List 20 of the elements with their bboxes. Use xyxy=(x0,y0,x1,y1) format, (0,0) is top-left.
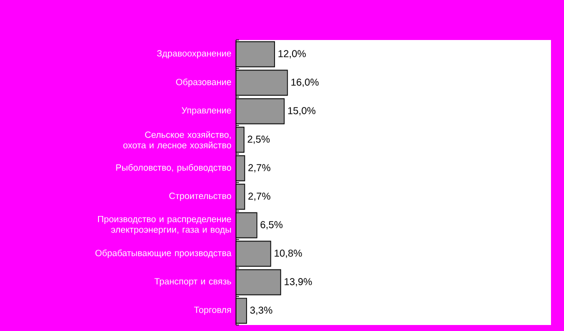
y-tick-label: Управление xyxy=(182,107,232,116)
y-tick-label: Рыболовство, рыбоводство xyxy=(116,164,232,172)
data-label: 15,0% xyxy=(288,107,316,116)
data-label: 13,9% xyxy=(284,278,312,286)
y-tick-label: Сельское хозяйство, охота и лесное хозяйство xyxy=(123,131,232,148)
y-tick-label: Обрабатывающие производства xyxy=(95,250,232,258)
data-label: 16,0% xyxy=(291,78,319,87)
y-tick-label: Образование xyxy=(176,78,232,87)
data-label: 12,0% xyxy=(278,50,306,58)
data-label: 3,3% xyxy=(250,306,272,315)
data-label: 6,5% xyxy=(260,221,283,230)
y-tick-label: Транспорт и связь xyxy=(154,278,232,286)
data-label: 10,8% xyxy=(274,250,302,258)
y-tick-label: Здравоохранение xyxy=(157,50,232,58)
data-label: 2,7% xyxy=(248,192,270,201)
data-label: 2,7% xyxy=(248,164,270,172)
data-label: 2,5% xyxy=(248,136,270,144)
y-tick-label: Строительство xyxy=(169,192,232,201)
y-tick-label: Производство и распределение электроэнергии, газа и воды xyxy=(98,216,232,235)
y-tick-label: Торговля xyxy=(194,306,231,315)
